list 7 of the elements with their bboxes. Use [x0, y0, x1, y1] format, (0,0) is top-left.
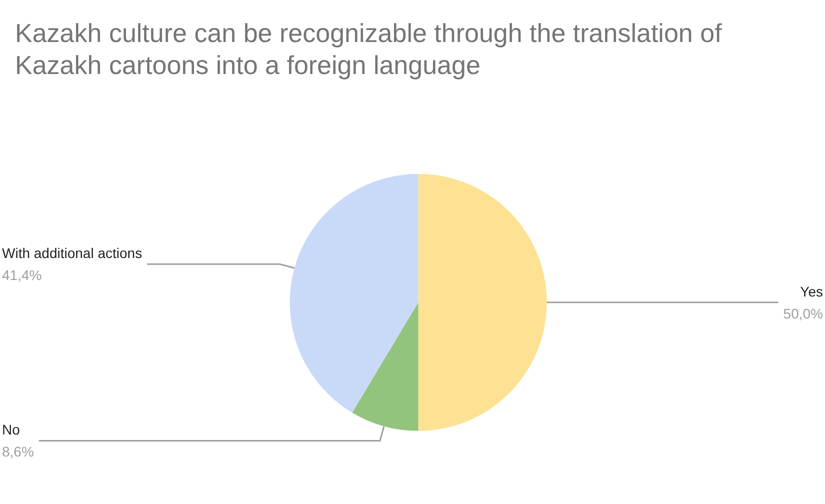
data-label: 50,0% — [783, 305, 823, 322]
data-label: 41,4% — [2, 267, 42, 284]
slice-label: With additional actions — [2, 245, 142, 262]
data-label: 8,6% — [2, 444, 34, 460]
slice-label: No — [2, 422, 20, 438]
chart-title: Kazakh culture can be recognizable through the translation of Kazakh cartoons into a foreign language — [15, 18, 730, 80]
slice-label: Yes — [800, 283, 823, 300]
